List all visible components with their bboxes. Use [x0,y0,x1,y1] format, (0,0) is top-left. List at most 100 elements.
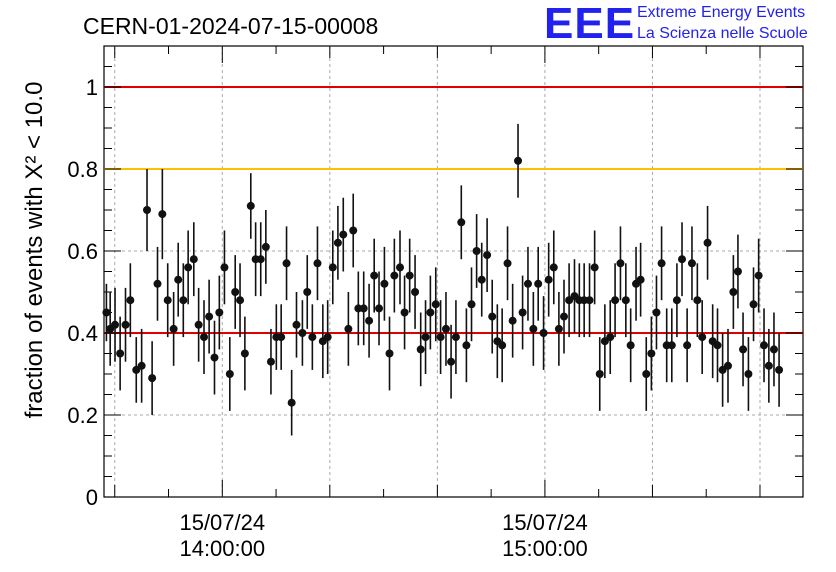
data-point [153,279,162,288]
data-point [111,320,120,329]
data-point [184,263,193,272]
data-point [713,341,722,350]
data-point [400,308,409,317]
data-point [611,296,620,305]
data-point [143,206,152,214]
data-point [359,304,368,313]
data-point [539,329,548,337]
data-point [411,288,420,296]
data-point [749,300,758,309]
chart-title: CERN-01-2024-07-15-00008 [83,13,378,39]
data-point [621,296,630,305]
data-point [447,357,456,366]
data-point [370,271,379,280]
data-point [729,288,738,296]
data-point [698,333,707,342]
x-tick-label-time: 15:00:00 [502,536,588,561]
data-point [200,333,209,342]
data-point [508,316,517,325]
logo-text-line-1: Extreme Energy Events [637,4,806,21]
y-tick-label: 0.6 [67,239,98,264]
data-point [626,341,635,350]
data-point [236,296,245,305]
data-point [595,370,604,378]
data-point [240,349,249,358]
data-point [405,271,414,280]
data-point [760,341,769,350]
data-point [126,296,135,305]
data-point [606,333,615,342]
data-point [210,353,219,362]
data-point [503,259,512,268]
data-point [349,226,358,235]
data-point [431,300,440,309]
data-point [163,296,172,305]
data-point [303,288,312,296]
eee-logo: EEE Extreme Energy Events La Scienza nel… [544,2,834,46]
data-point [416,345,425,354]
data-point [390,271,399,280]
data-point [775,365,784,374]
data-point [205,312,214,321]
data-point [385,349,394,358]
data-point [282,259,291,268]
data-point [723,361,732,370]
data-point [549,263,558,272]
data-point [488,312,497,321]
data-point [225,370,234,378]
data-point [365,316,374,325]
data-point [261,242,270,251]
data-point [523,279,532,288]
data-point [194,320,203,329]
data-point [754,271,763,280]
data-point [683,341,692,350]
data-point [344,324,353,333]
data-point [266,357,275,366]
y-tick-label: 0.4 [67,321,98,346]
data-point [174,275,183,284]
data-point [518,308,527,317]
data-point [375,304,384,313]
data-point [657,259,666,268]
data-point [462,341,471,350]
y-tick-label: 1 [86,75,98,100]
data-point [693,296,702,305]
data-point [559,312,568,321]
data-point [328,263,337,272]
data-point [744,370,753,378]
data-point [121,320,130,329]
x-tick-label-time: 14:00:00 [179,536,265,561]
data-point [733,267,742,276]
data-point [395,263,404,272]
data-point [292,320,301,329]
data-point [137,361,146,370]
data-point [467,300,476,309]
data-point [636,275,645,284]
data-point [667,341,676,350]
data-point [231,288,240,296]
data-point [678,255,687,264]
data-point [529,324,538,333]
data-point [333,238,342,247]
x-tick-label-date: 15/07/24 [179,510,265,535]
data-point [169,324,178,333]
data-point [215,308,224,317]
data-point [687,259,696,268]
data-point [739,345,748,354]
data-point [323,333,332,342]
data-point [451,333,460,342]
data-point [148,374,157,383]
data-point [436,333,445,342]
y-tick-label: 0.2 [67,403,98,428]
logo-text-line-2: La Scienza nelle Scuole [637,25,808,42]
eee-logo-mark: EEE [544,0,636,48]
data-point [380,279,389,288]
data-point [457,218,466,227]
data-point [652,308,661,317]
data-point [298,329,307,337]
data-point [672,296,681,305]
x-tick-label-date: 15/07/24 [502,510,588,535]
data-point [477,275,486,284]
data-point [313,259,322,268]
